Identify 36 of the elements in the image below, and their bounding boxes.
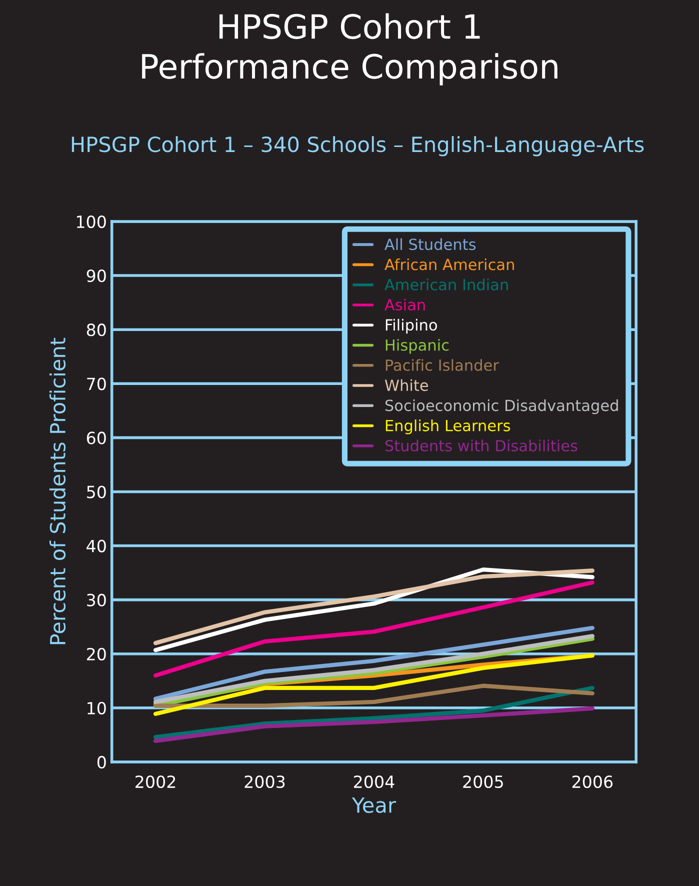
x-tick-label: 2005 bbox=[463, 775, 503, 788]
legend-label: English Learners bbox=[386, 420, 510, 434]
y-axis-title: Percent of Students Proficient bbox=[49, 338, 66, 644]
x-tick-label: 2006 bbox=[572, 775, 613, 788]
legend-label: Hispanic bbox=[386, 338, 449, 354]
legend-label: White bbox=[384, 379, 428, 392]
x-tick-label: 2002 bbox=[136, 775, 176, 788]
line-series bbox=[153, 653, 594, 716]
y-tick-label: 30 bbox=[87, 594, 106, 606]
x-tick-label: 2004 bbox=[354, 775, 394, 788]
line-series bbox=[153, 684, 594, 708]
y-tick-label: 20 bbox=[86, 648, 106, 660]
y-tick-label: 90 bbox=[86, 270, 106, 282]
x-tick-label: 2003 bbox=[244, 775, 285, 788]
y-tick-label: 0 bbox=[97, 756, 106, 769]
line-series bbox=[153, 686, 594, 740]
line-series bbox=[153, 580, 594, 678]
y-tick-label: 100 bbox=[76, 215, 106, 228]
line-series bbox=[153, 706, 594, 743]
y-tick-label: 70 bbox=[87, 378, 106, 390]
legend-label: American Indian bbox=[384, 278, 508, 290]
y-tick-label: 80 bbox=[86, 324, 106, 336]
legend-label: Socioeconomic Disadvantaged bbox=[385, 399, 618, 414]
y-tick-label: 10 bbox=[88, 702, 106, 714]
legend-label: Asian bbox=[384, 298, 425, 311]
legend-label: African American bbox=[384, 258, 514, 270]
chart-subtitle: HPSGP Cohort 1 – 340 Schools – English-Language-Arts bbox=[72, 136, 644, 156]
legend-label: Students with Disabilities bbox=[385, 440, 578, 452]
chart-title: HPSGP Cohort 1 Performance Comparison bbox=[142, 13, 558, 86]
y-tick-label: 40 bbox=[86, 540, 106, 552]
y-tick-label: 50 bbox=[87, 486, 106, 498]
legend-label: Filipino bbox=[386, 318, 437, 334]
legend-label: All Students bbox=[384, 238, 476, 250]
legend-label: Pacific Islander bbox=[386, 359, 499, 371]
x-axis-title: Year bbox=[352, 797, 396, 813]
y-tick-label: 60 bbox=[86, 432, 106, 444]
